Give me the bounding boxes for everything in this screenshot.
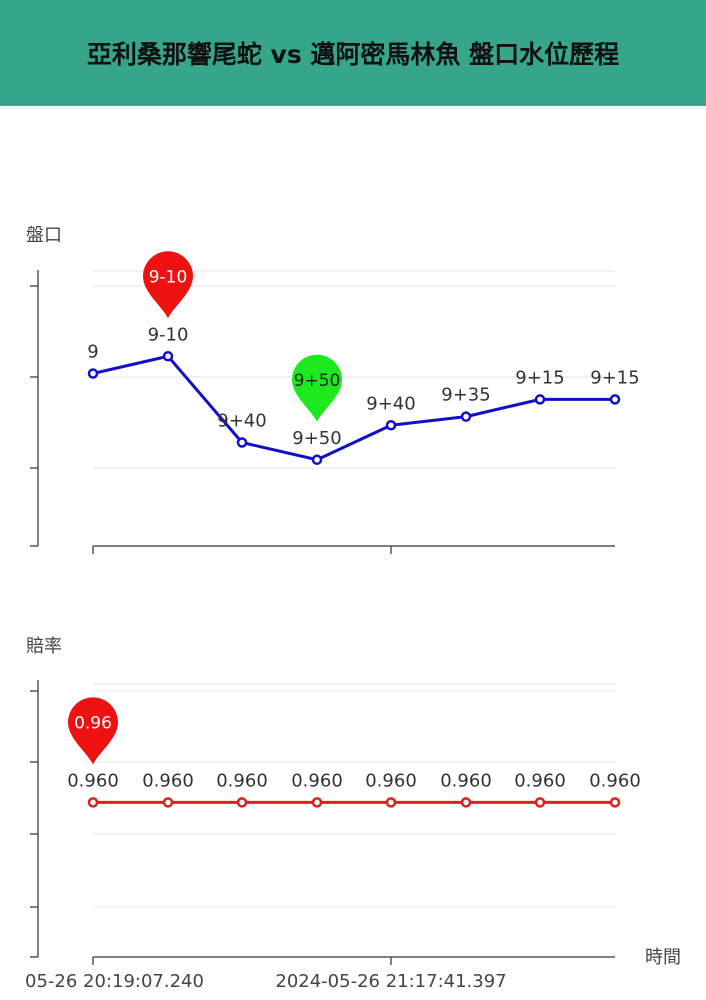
- data-point: [534, 394, 546, 405]
- data-label: 0.960: [291, 770, 343, 791]
- min-marker-label: 9+50: [294, 371, 341, 391]
- data-point: [534, 797, 546, 808]
- data-point: [311, 454, 323, 465]
- page-header: 亞利桑那響尾蛇 vs 邁阿密馬林魚 盤口水位歷程: [0, 0, 706, 106]
- data-label: 0.960: [67, 770, 119, 791]
- data-label: 0.960: [216, 770, 268, 791]
- data-label: 9+15: [590, 367, 639, 388]
- data-point: [609, 394, 621, 405]
- series-line: [92, 354, 615, 462]
- max-marker-pin: [68, 697, 118, 765]
- data-point: [87, 368, 99, 379]
- max-marker-label: 9-10: [149, 267, 188, 287]
- data-label: 9+40: [366, 393, 415, 414]
- y-axis-title: 盤口: [26, 225, 62, 246]
- min-marker-pin: [292, 354, 342, 422]
- data-label: 9+50: [292, 428, 341, 449]
- data-point: [87, 797, 99, 808]
- data-point: [460, 411, 472, 422]
- data-label: 9+15: [515, 367, 564, 388]
- data-label: 9+40: [217, 411, 266, 432]
- max-marker-pin: [143, 251, 193, 319]
- x-tick-label: 2024-05-26 21:17:41.397: [275, 971, 506, 992]
- data-point: [385, 797, 397, 808]
- data-point: [385, 420, 397, 431]
- max-marker-label: 0.96: [74, 713, 112, 733]
- data-label: 0.960: [589, 770, 641, 791]
- data-point: [236, 797, 248, 808]
- data-label: 9: [87, 342, 98, 363]
- data-point: [162, 797, 174, 808]
- data-point: [609, 797, 621, 808]
- data-label: 0.960: [440, 770, 492, 791]
- data-label: 9-10: [148, 324, 189, 345]
- data-label: 0.960: [142, 770, 194, 791]
- x-tick-label: 05-26 20:19:07.240: [25, 971, 204, 992]
- data-label: 9+35: [441, 385, 490, 406]
- data-label: 0.960: [365, 770, 417, 791]
- x-axis-title: 時間: [645, 947, 681, 968]
- y-axis-title: 賠率: [26, 636, 62, 657]
- page-title: 亞利桑那響尾蛇 vs 邁阿密馬林魚 盤口水位歷程: [86, 40, 620, 69]
- data-point: [162, 351, 174, 362]
- data-label: 0.960: [514, 770, 566, 791]
- data-point: [236, 437, 248, 448]
- data-point: [460, 797, 472, 808]
- data-point: [311, 797, 323, 808]
